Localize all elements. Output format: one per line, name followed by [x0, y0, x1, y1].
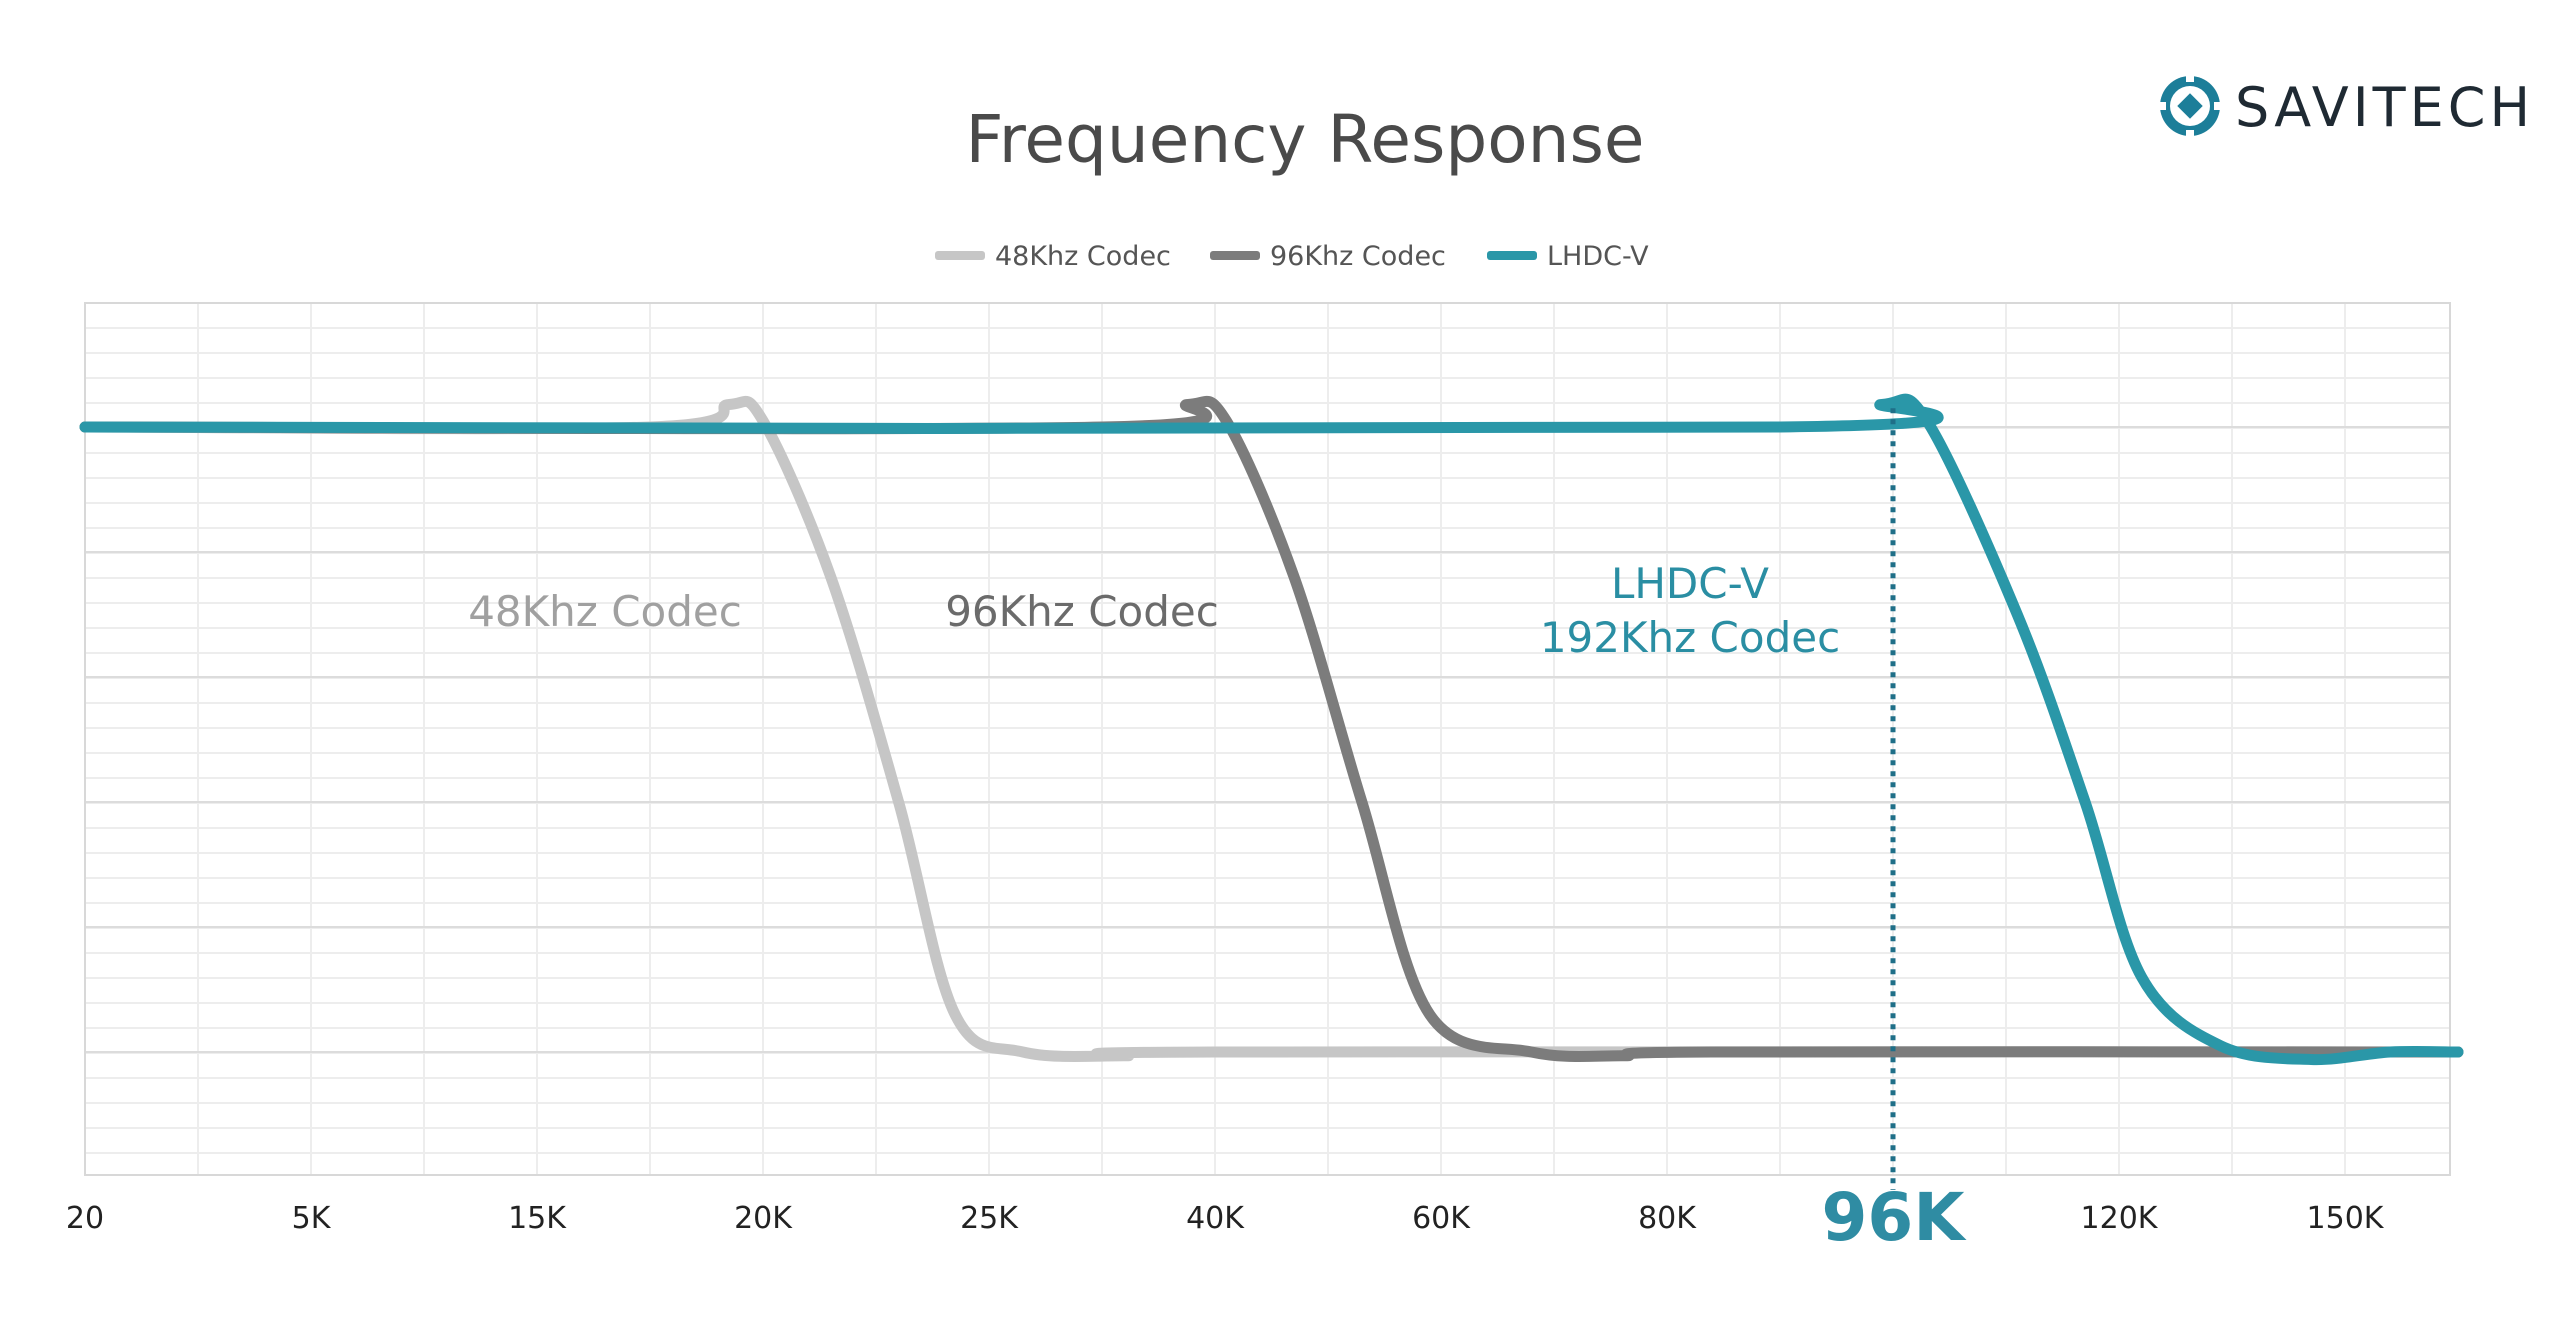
legend-item-96khz: 96Khz Codec	[1210, 241, 1446, 272]
series-layer	[79, 393, 2464, 1066]
x-tick-label: 60K	[1412, 1201, 1471, 1236]
legend: 48Khz Codec 96Khz Codec LHDC-V	[935, 241, 1649, 272]
plot-frame	[84, 302, 2451, 1176]
x-tick-label: 150K	[2307, 1201, 2385, 1236]
brand-logo: SAVITECH	[2154, 70, 2534, 142]
annotation-lhdc-line2: 192Khz Codec	[1540, 613, 1840, 662]
x-tick-label: 120K	[2081, 1201, 2159, 1236]
x-tick-label: 40K	[1186, 1201, 1245, 1236]
x-axis-ticks: 20 5K 15K 20K 25K 40K 60K 80K 96K 120K 150K	[66, 1179, 2385, 1256]
legend-item-48khz: 48Khz Codec	[935, 241, 1171, 272]
legend-item-lhdc: LHDC-V	[1487, 241, 1649, 272]
legend-label-lhdc: LHDC-V	[1547, 241, 1649, 272]
annotation-lhdc-line1: LHDC-V	[1611, 559, 1769, 608]
annotation-48khz: 48Khz Codec	[468, 587, 742, 636]
legend-swatch-48khz	[935, 251, 985, 260]
series-line-48khz	[79, 395, 2464, 1062]
brand-name: SAVITECH	[2235, 76, 2534, 139]
x-tick-label-highlight: 96K	[1822, 1179, 1968, 1256]
x-tick-label: 20K	[734, 1201, 793, 1236]
x-tick-label: 5K	[292, 1201, 332, 1236]
x-tick-label: 15K	[508, 1201, 567, 1236]
x-tick-label: 25K	[960, 1201, 1019, 1236]
legend-swatch-96khz	[1210, 251, 1260, 260]
annotation-96khz: 96Khz Codec	[945, 587, 1219, 636]
x-tick-label: 20	[66, 1201, 104, 1236]
legend-label-48khz: 48Khz Codec	[995, 241, 1171, 272]
savitech-logo-icon	[2154, 70, 2226, 142]
chart-title: Frequency Response	[966, 101, 1645, 178]
legend-swatch-lhdc	[1487, 251, 1537, 260]
legend-label-96khz: 96Khz Codec	[1270, 241, 1446, 272]
x-tick-label: 80K	[1638, 1201, 1697, 1236]
series-line-lhdc	[79, 393, 2464, 1066]
